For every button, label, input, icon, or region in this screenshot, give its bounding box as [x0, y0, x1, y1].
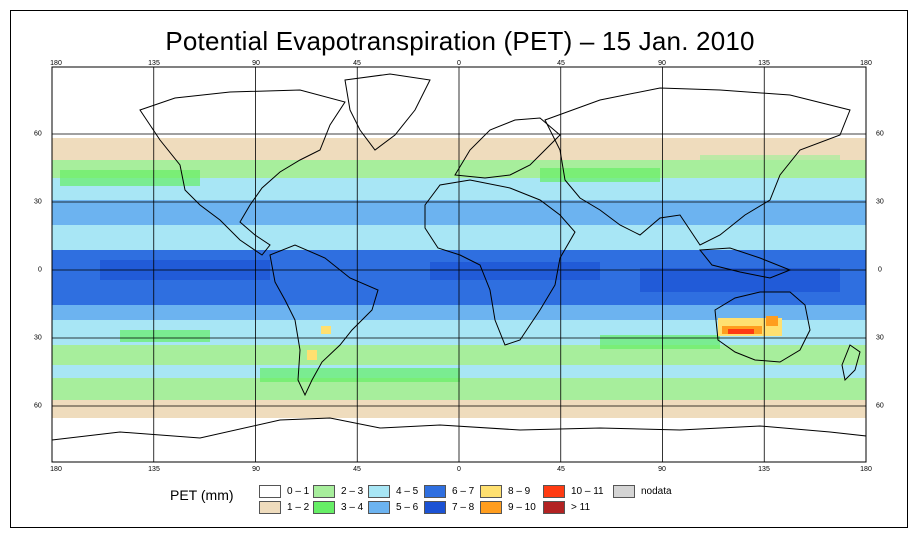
lat-left-tick: 60 — [34, 402, 42, 410]
lon-top-tick: 0 — [457, 60, 461, 67]
figure-frame — [10, 10, 908, 528]
legend-title: PET (mm) — [170, 487, 234, 503]
legend-label: 10 – 11 — [571, 486, 604, 497]
lat-right-tick: 30 — [876, 198, 884, 206]
lat-right-tick: 30 — [876, 334, 884, 342]
pet-hotspot — [728, 329, 754, 334]
coastline — [699, 247, 792, 279]
legend-label: 9 – 10 — [508, 502, 536, 513]
legend-label: 1 – 2 — [287, 502, 310, 513]
lon-bottom-tick: 45 — [557, 466, 565, 473]
legend-swatch — [543, 485, 565, 498]
coastline — [714, 291, 811, 363]
coastlines-layer — [51, 73, 867, 463]
coastline — [544, 87, 851, 246]
pet-hotspot — [766, 316, 778, 326]
legend-item: 7 – 8 — [424, 501, 474, 514]
lon-bottom-tick: 45 — [353, 466, 361, 473]
legend-swatch — [259, 485, 281, 498]
lon-bottom-tick: 135 — [148, 466, 160, 473]
legend-swatch — [313, 485, 335, 498]
coastline — [424, 179, 576, 346]
lon-top-tick: 90 — [658, 60, 666, 67]
legend-item: 3 – 4 — [313, 501, 363, 514]
pet-patch — [260, 368, 460, 382]
legend-swatch — [368, 485, 390, 498]
lon-bottom-tick: 90 — [658, 466, 666, 473]
lon-bottom-tick: 180 — [860, 466, 872, 473]
coastline — [269, 244, 379, 397]
legend-label: 4 – 5 — [396, 486, 419, 497]
pet-hotspot — [307, 350, 317, 360]
lat-right-tick: 60 — [876, 402, 884, 410]
legend-swatch — [424, 501, 446, 514]
legend-label: 7 – 8 — [452, 502, 475, 513]
coastline — [454, 117, 561, 179]
lat-right-tick: 60 — [876, 130, 884, 138]
lon-bottom-tick: 90 — [252, 466, 260, 473]
legend-swatch — [543, 501, 565, 514]
legend-swatch — [313, 501, 335, 514]
legend-label: 5 – 6 — [396, 502, 419, 513]
legend-label: 8 – 9 — [508, 486, 531, 497]
legend-label: 3 – 4 — [341, 502, 364, 513]
legend-swatch — [480, 485, 502, 498]
legend-label: nodata — [641, 486, 672, 497]
legend-swatch — [480, 501, 502, 514]
legend-label: 0 – 1 — [287, 486, 310, 497]
legend-item: 9 – 10 — [480, 501, 536, 514]
pet-patch — [430, 262, 600, 280]
legend-item: 5 – 6 — [368, 501, 418, 514]
legend-item: 1 – 2 — [259, 501, 309, 514]
pet-hotspots-layer — [307, 316, 782, 360]
pet-patch — [60, 170, 200, 186]
map-title: Potential Evapotranspiration (PET) – 15 … — [165, 26, 755, 56]
pet-patch — [600, 335, 720, 349]
pet-patch — [540, 168, 660, 182]
lon-top-tick: 135 — [148, 60, 160, 67]
lat-left-tick: 60 — [34, 130, 42, 138]
legend-label: 2 – 3 — [341, 486, 364, 497]
graticule-layer — [51, 67, 867, 462]
pet-patch — [120, 330, 210, 342]
lon-bottom-tick: 135 — [758, 466, 770, 473]
legend-item: 6 – 7 — [424, 485, 474, 498]
lon-top-tick: 180 — [860, 60, 872, 67]
lat-left-tick: 30 — [34, 334, 42, 342]
legend-swatch — [613, 485, 635, 498]
legend-item: 8 – 9 — [480, 485, 530, 498]
lat-left-tick: 30 — [34, 198, 42, 206]
legend-swatch — [424, 485, 446, 498]
pet-patch — [700, 155, 840, 167]
legend-item: 0 – 1 — [259, 485, 309, 498]
legend-item: 10 – 11 — [543, 485, 604, 498]
lon-top-tick: 90 — [252, 60, 260, 67]
lon-top-tick: 45 — [353, 60, 361, 67]
lat-right-tick: 0 — [878, 266, 882, 274]
legend-swatch — [368, 501, 390, 514]
legend-label: 6 – 7 — [452, 486, 475, 497]
legend-item: 4 – 5 — [368, 485, 418, 498]
legend-swatch — [259, 501, 281, 514]
legend-item: 2 – 3 — [313, 485, 363, 498]
legend-label: > 11 — [571, 502, 590, 513]
coastline — [139, 89, 346, 256]
lon-top-tick: 45 — [557, 60, 565, 67]
lon-bottom-tick: 0 — [457, 466, 461, 473]
lat-left-tick: 0 — [38, 266, 42, 274]
lon-top-tick: 180 — [50, 60, 62, 67]
legend-item: nodata — [613, 485, 672, 498]
pet-hotspot — [321, 326, 331, 334]
legend-item: > 11 — [543, 501, 590, 514]
map-border — [51, 66, 867, 463]
coastline — [344, 73, 431, 151]
lon-bottom-tick: 180 — [50, 466, 62, 473]
lon-top-tick: 135 — [758, 60, 770, 67]
coastline — [841, 344, 861, 382]
